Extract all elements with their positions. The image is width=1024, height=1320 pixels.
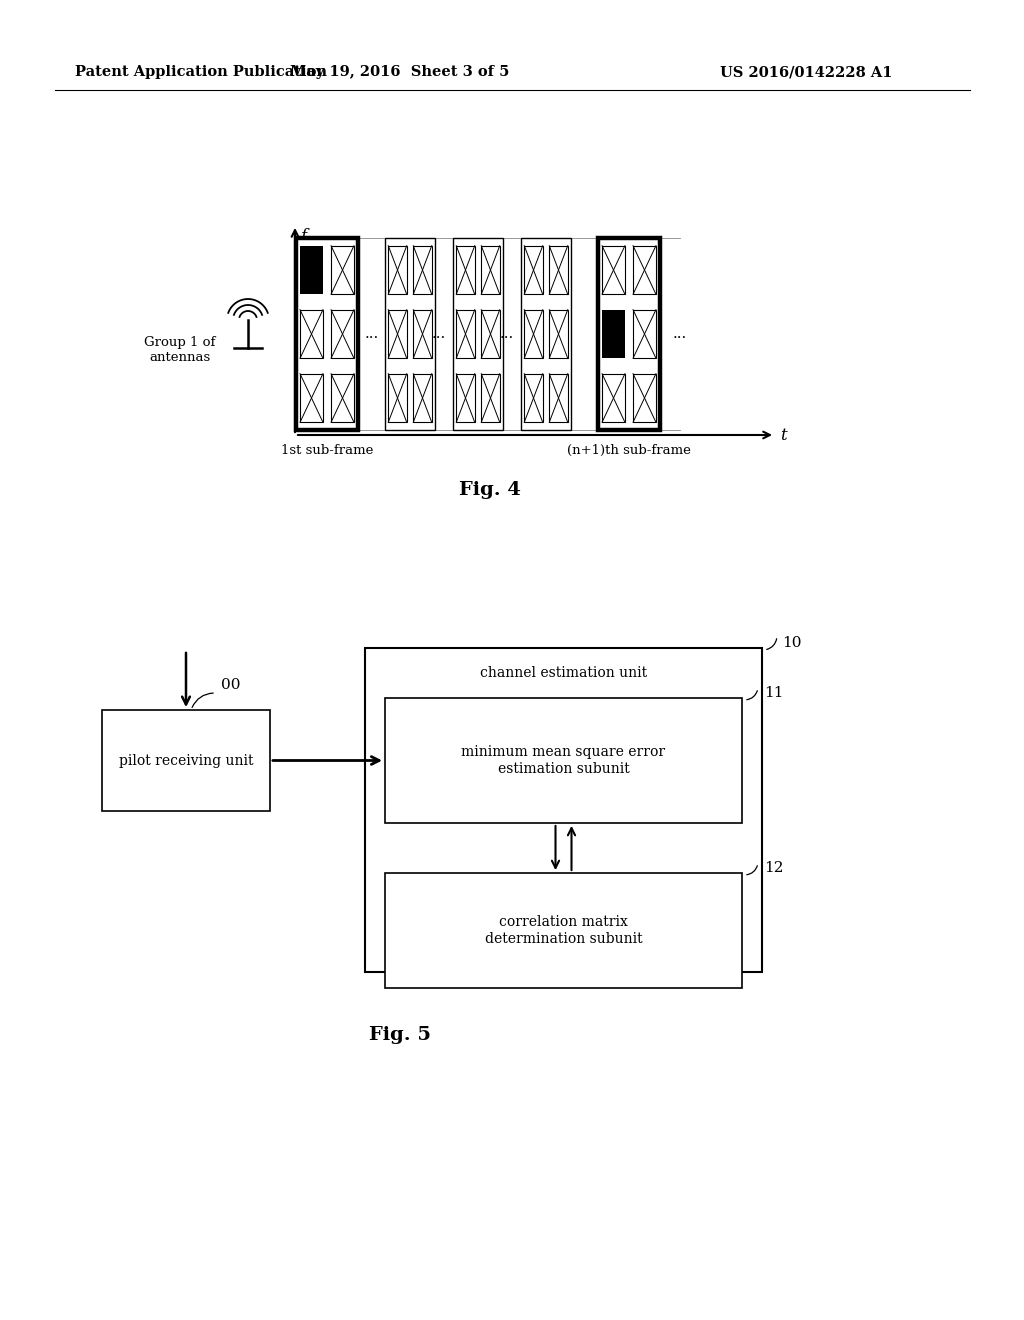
Bar xyxy=(300,310,323,358)
Bar xyxy=(385,873,742,987)
Text: Fig. 5: Fig. 5 xyxy=(369,1026,431,1044)
Bar xyxy=(453,238,503,430)
Text: (n+1)th sub-frame: (n+1)th sub-frame xyxy=(567,444,691,457)
Bar xyxy=(365,648,762,972)
Bar xyxy=(549,310,567,358)
Text: 12: 12 xyxy=(764,861,783,875)
Text: f: f xyxy=(300,228,306,246)
Bar xyxy=(549,246,567,294)
Bar xyxy=(457,374,475,422)
Bar xyxy=(331,374,354,422)
Bar xyxy=(331,246,354,294)
Bar xyxy=(414,310,432,358)
Bar xyxy=(633,310,656,358)
Bar xyxy=(481,310,500,358)
Bar xyxy=(296,238,358,430)
Bar xyxy=(549,374,567,422)
Bar xyxy=(633,246,656,294)
Bar xyxy=(521,238,571,430)
Bar xyxy=(385,238,435,430)
Text: 11: 11 xyxy=(764,686,783,700)
Text: 10: 10 xyxy=(782,636,802,649)
Bar xyxy=(102,710,270,810)
Text: pilot receiving unit: pilot receiving unit xyxy=(119,754,253,767)
Bar xyxy=(598,238,660,430)
Bar xyxy=(524,310,543,358)
Text: Fig. 4: Fig. 4 xyxy=(459,480,521,499)
Text: US 2016/0142228 A1: US 2016/0142228 A1 xyxy=(720,65,893,79)
Bar xyxy=(481,246,500,294)
Bar xyxy=(385,698,742,822)
Text: t: t xyxy=(780,426,786,444)
Text: ...: ... xyxy=(673,327,687,341)
Bar xyxy=(414,374,432,422)
Bar xyxy=(414,246,432,294)
Text: correlation matrix
determination subunit: correlation matrix determination subunit xyxy=(484,915,642,945)
Bar xyxy=(633,374,656,422)
Bar xyxy=(388,246,407,294)
Bar xyxy=(300,246,323,294)
Bar xyxy=(331,310,354,358)
Text: minimum mean square error
estimation subunit: minimum mean square error estimation sub… xyxy=(462,746,666,776)
Bar xyxy=(524,246,543,294)
Bar xyxy=(602,310,625,358)
Text: Patent Application Publication: Patent Application Publication xyxy=(75,65,327,79)
Bar xyxy=(457,310,475,358)
Text: ...: ... xyxy=(432,327,446,341)
Text: channel estimation unit: channel estimation unit xyxy=(480,667,647,680)
Bar xyxy=(457,246,475,294)
Bar xyxy=(602,246,625,294)
Bar xyxy=(524,374,543,422)
Bar xyxy=(388,374,407,422)
Text: ...: ... xyxy=(365,327,379,341)
Text: Group 1 of
antennas: Group 1 of antennas xyxy=(144,337,216,364)
Bar xyxy=(602,374,625,422)
Bar xyxy=(300,374,323,422)
Bar xyxy=(388,310,407,358)
Text: ...: ... xyxy=(500,327,514,341)
Text: 1st sub-frame: 1st sub-frame xyxy=(281,444,373,457)
Bar xyxy=(481,374,500,422)
Text: 00: 00 xyxy=(221,678,241,692)
Text: May 19, 2016  Sheet 3 of 5: May 19, 2016 Sheet 3 of 5 xyxy=(291,65,510,79)
